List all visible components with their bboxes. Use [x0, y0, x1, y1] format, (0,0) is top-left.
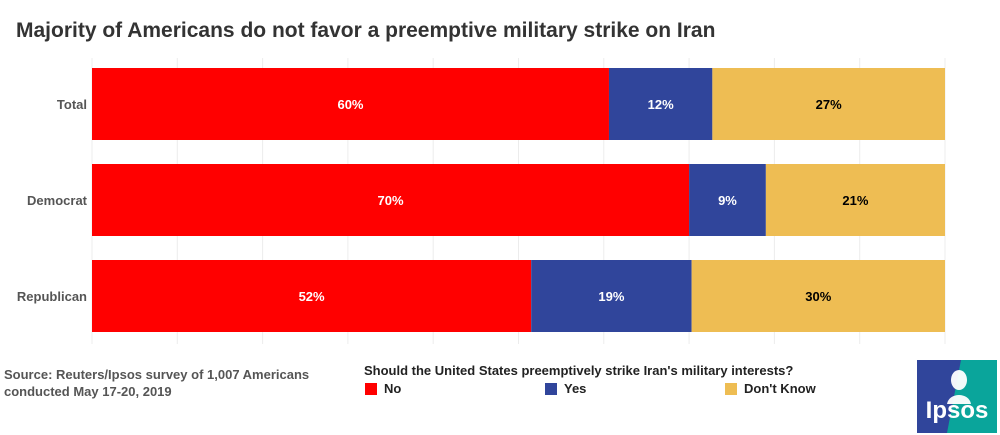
chart-title: Majority of Americans do not favor a pre…	[16, 19, 716, 42]
category-label: Total	[57, 97, 87, 112]
data-label: 27%	[816, 97, 842, 112]
bar-segment	[689, 164, 766, 236]
legend-swatch-no	[365, 382, 377, 395]
source-line-2: conducted May 17-20, 2019	[4, 384, 172, 399]
data-label: 70%	[378, 193, 404, 208]
legend-item-yes: Yes	[545, 381, 586, 396]
source-line-1: Source: Reuters/Ipsos survey of 1,007 Am…	[4, 367, 310, 382]
data-label: 60%	[337, 97, 363, 112]
legend-label-dont-know: Don't Know	[744, 381, 816, 396]
data-label: 19%	[598, 289, 624, 304]
legend-item-no: No	[365, 381, 401, 396]
legend-swatch-dont-know	[725, 382, 737, 395]
bar-segment	[712, 68, 945, 140]
source-note: Source: Reuters/Ipsos survey of 1,007 Am…	[4, 366, 309, 400]
bar-segment	[691, 260, 945, 332]
bar-segment	[765, 164, 945, 236]
ipsos-logo: Ipsos	[917, 360, 997, 433]
category-label: Democrat	[27, 193, 88, 208]
data-label: 9%	[718, 193, 737, 208]
category-label: Republican	[17, 289, 87, 304]
data-label: 52%	[299, 289, 325, 304]
data-label: 21%	[842, 193, 868, 208]
stacked-bar-chart: 60% 12% 27% Total 70% 9% 21% Democrat 52% 19% 30% R…	[17, 58, 946, 344]
legend-swatch-yes	[545, 382, 557, 395]
legend-label-yes: Yes	[564, 381, 587, 396]
bar-segment	[92, 260, 532, 332]
bar-segment	[92, 164, 690, 236]
bar-segment	[608, 68, 713, 140]
logo-text: Ipsos	[925, 397, 989, 424]
bar-segment	[92, 68, 609, 140]
legend-label-no: No	[384, 381, 402, 396]
legend-title: Should the United States preemptively st…	[364, 363, 794, 378]
data-label: 30%	[805, 289, 831, 304]
bar-segment	[531, 260, 692, 332]
legend-item-dont-know: Don't Know	[725, 381, 816, 396]
data-label: 12%	[648, 97, 674, 112]
